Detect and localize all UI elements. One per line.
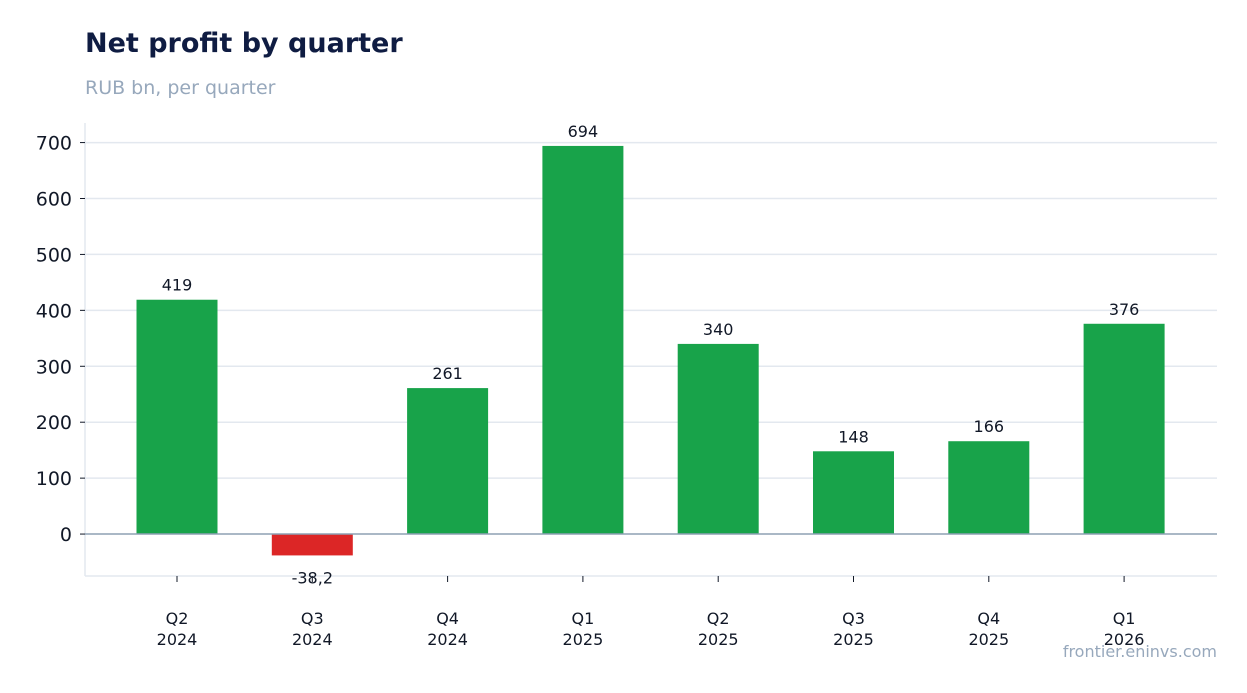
data-label: 148	[838, 427, 869, 446]
data-label: 261	[432, 364, 463, 383]
y-tick-label: 600	[36, 189, 72, 211]
x-tick-label: Q3 2025	[833, 609, 874, 649]
y-tick-label: 0	[60, 524, 72, 546]
chart-subtitle: RUB bn, per quarter	[85, 77, 276, 99]
x-tick-label-line: 2026	[1104, 630, 1145, 649]
x-tick-label-line: 2025	[833, 630, 874, 649]
data-label: 376	[1109, 300, 1140, 319]
chart-title: Net profit by quarter	[85, 28, 403, 59]
bars	[136, 145, 1165, 556]
x-tick-label-line: Q2	[707, 609, 730, 628]
x-tick-label: Q2 2025	[698, 609, 739, 649]
x-tick-label: Q1 2026	[1104, 609, 1145, 649]
y-tick-label: 500	[36, 244, 72, 266]
bar	[1083, 323, 1165, 535]
x-tick-label-line: 2025	[698, 630, 739, 649]
data-label: 340	[703, 320, 734, 339]
bar	[407, 388, 489, 535]
x-tick-label: Q2 2024	[157, 609, 198, 649]
x-tick-label-line: 2024	[427, 630, 468, 649]
data-label: 166	[974, 417, 1005, 436]
bar	[271, 534, 353, 556]
x-tick-label-line: 2025	[563, 630, 604, 649]
x-tick-label-line: Q4	[977, 609, 1000, 628]
x-tick-label: Q1 2025	[563, 609, 604, 649]
y-tick-label: 700	[36, 133, 72, 155]
bar	[948, 441, 1030, 535]
bar	[542, 145, 624, 535]
y-tick-label: 200	[36, 412, 72, 434]
data-labels: 419 -38,2 261 694 340 148 166 376	[85, 122, 1217, 587]
x-tick-label-line: Q2	[166, 609, 189, 628]
bar	[136, 299, 218, 535]
x-tick-label-line: Q1	[1113, 609, 1136, 628]
data-label: 419	[162, 276, 193, 295]
x-tick-label: Q4 2024	[427, 609, 468, 649]
data-label: 694	[568, 122, 599, 141]
axes: 0 100 200 300 400 500 600 700 Q2 2024 Q3 2024 Q4 2024…	[36, 123, 1217, 649]
x-tick-label-line: Q3	[842, 609, 865, 628]
x-tick-label: Q3 2024	[292, 609, 333, 649]
bar	[677, 343, 759, 535]
x-tick-label-line: Q3	[301, 609, 324, 628]
source-credit: frontier.eninvs.com	[1062, 642, 1217, 661]
bar	[813, 451, 894, 535]
data-label: -38,2	[292, 568, 333, 587]
y-tick-label: 300	[36, 356, 72, 378]
gridlines	[85, 141, 1217, 479]
x-tick-label: Q4 2025	[968, 609, 1009, 649]
x-tick-label-line: 2024	[292, 630, 333, 649]
y-tick-label: 400	[36, 300, 72, 322]
x-tick-label-line: 2024	[157, 630, 198, 649]
x-tick-label-line: Q4	[436, 609, 459, 628]
x-tick-label-line: Q1	[572, 609, 595, 628]
x-tick-label-line: 2025	[968, 630, 1009, 649]
y-tick-label: 100	[36, 468, 72, 490]
